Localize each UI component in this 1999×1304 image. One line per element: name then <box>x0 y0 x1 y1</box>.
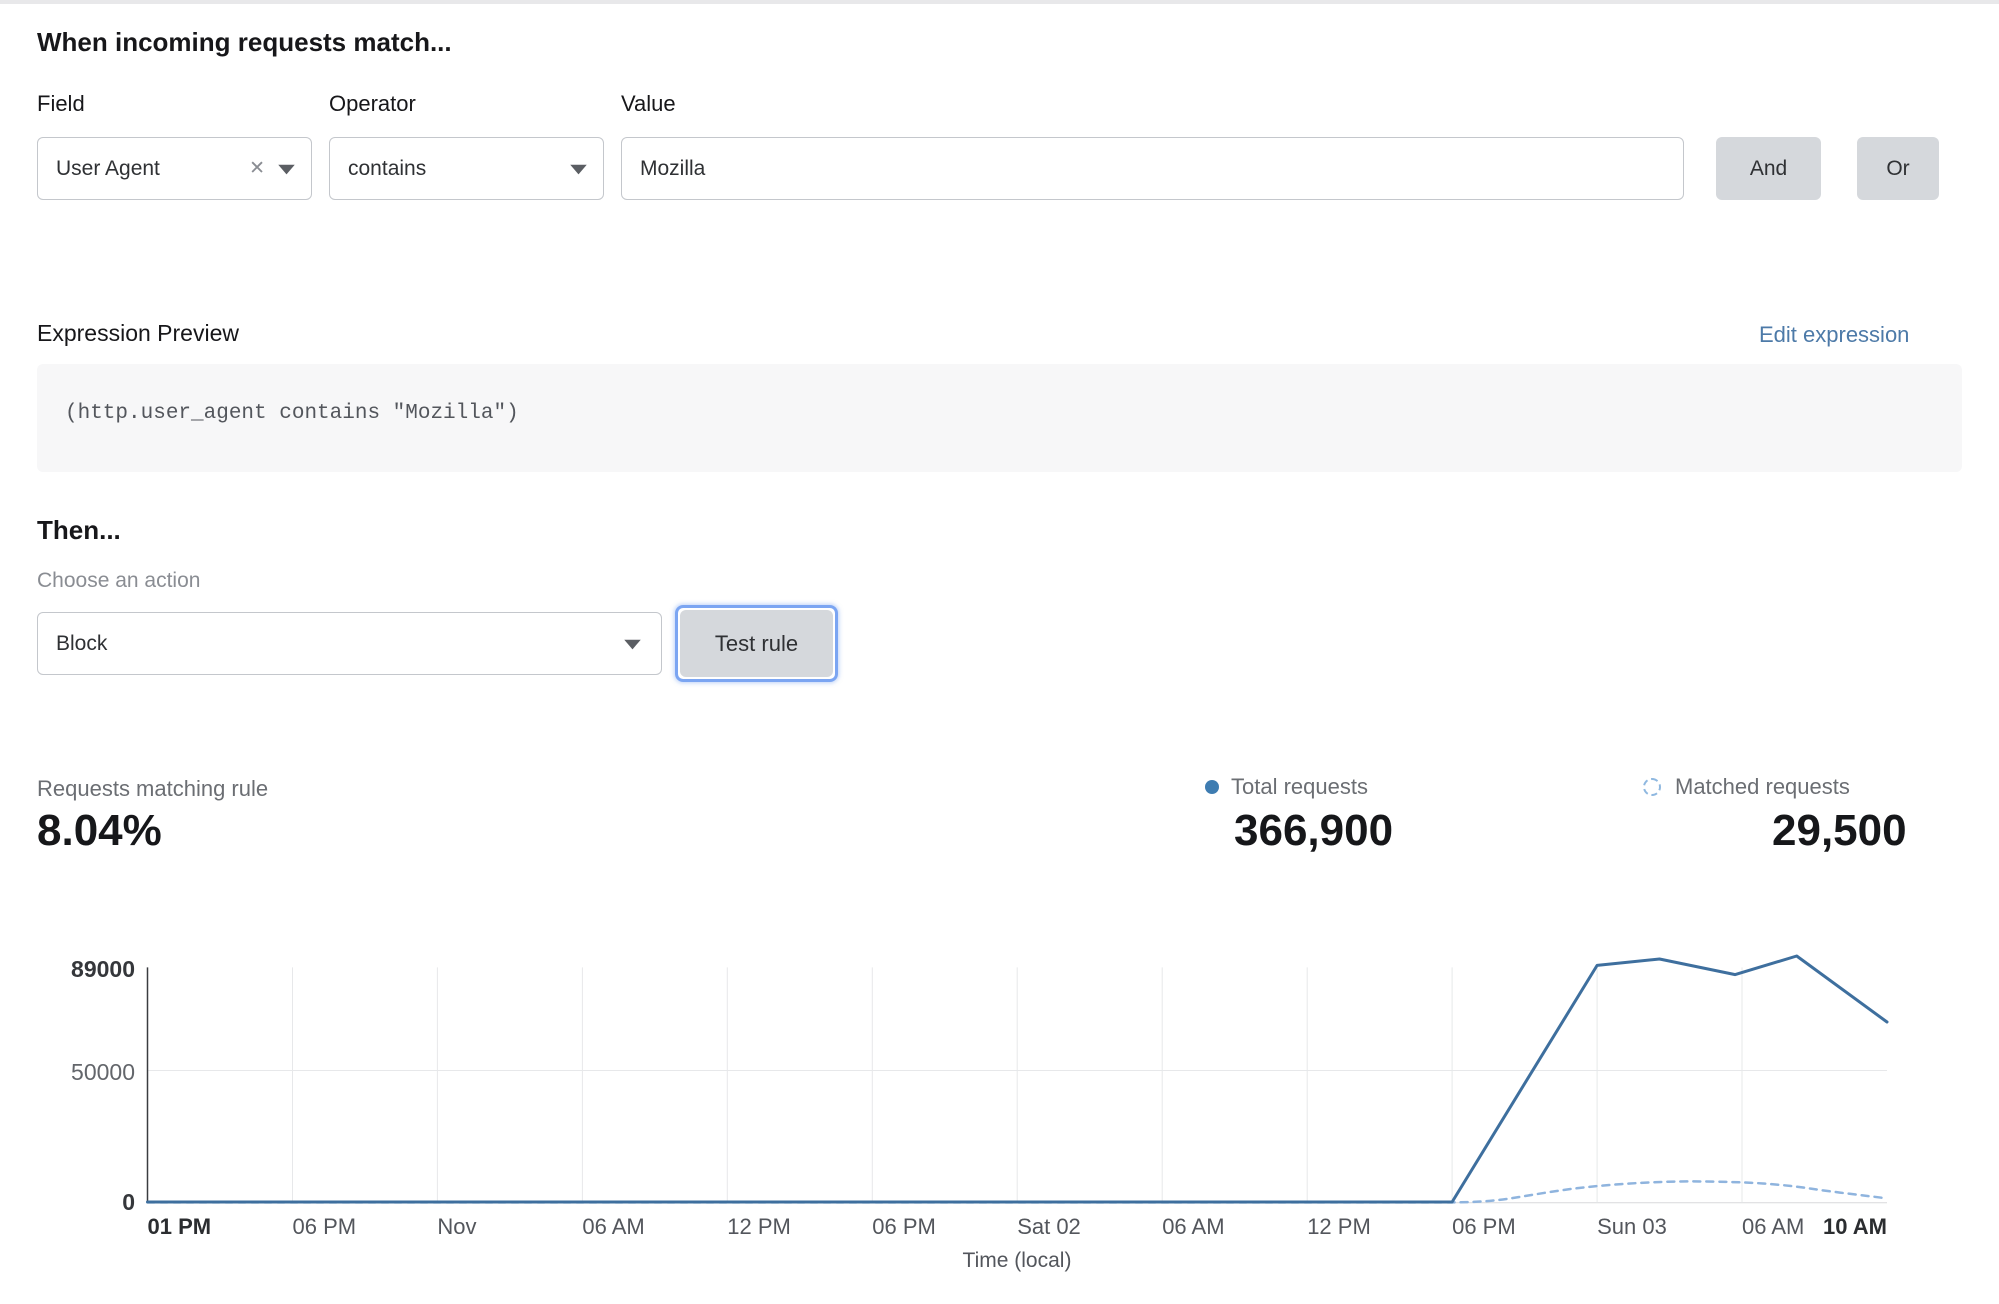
svg-text:06 AM: 06 AM <box>582 1214 644 1239</box>
svg-text:12 PM: 12 PM <box>727 1214 791 1239</box>
svg-text:06 PM: 06 PM <box>293 1214 357 1239</box>
svg-text:06 PM: 06 PM <box>1452 1214 1516 1239</box>
svg-text:Time (local): Time (local) <box>963 1249 1072 1272</box>
svg-text:Nov: Nov <box>437 1214 476 1239</box>
svg-text:89000: 89000 <box>71 956 135 982</box>
svg-text:06 AM: 06 AM <box>1742 1214 1804 1239</box>
svg-text:06 PM: 06 PM <box>872 1214 936 1239</box>
svg-text:50000: 50000 <box>71 1059 135 1085</box>
svg-text:10 AM: 10 AM <box>1823 1214 1887 1239</box>
svg-text:Sat 02: Sat 02 <box>1017 1214 1081 1239</box>
svg-text:Sun 03: Sun 03 <box>1597 1214 1667 1239</box>
svg-text:0: 0 <box>122 1189 135 1215</box>
svg-text:12 PM: 12 PM <box>1307 1214 1371 1239</box>
svg-text:06 AM: 06 AM <box>1162 1214 1224 1239</box>
svg-text:01 PM: 01 PM <box>148 1214 212 1239</box>
